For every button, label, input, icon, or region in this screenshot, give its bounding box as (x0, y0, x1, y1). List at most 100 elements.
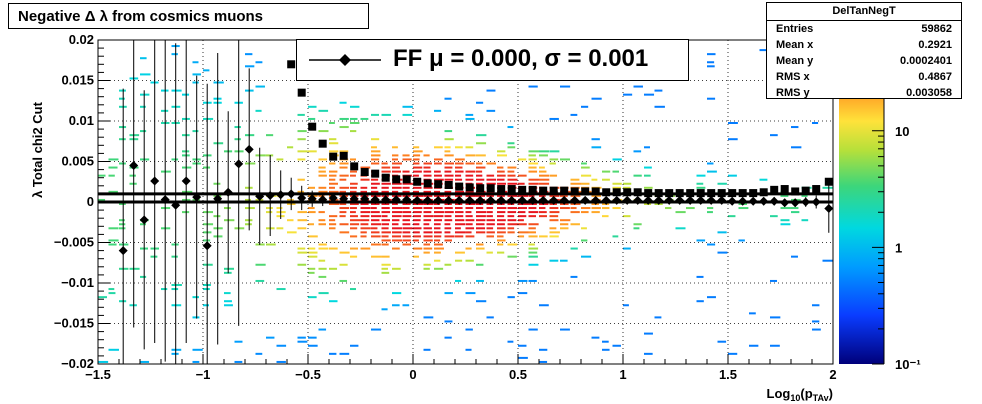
heatmap-cell (360, 117, 369, 120)
heatmap-cell (623, 215, 631, 218)
heatmap-cell (297, 247, 306, 250)
stats-row: Entries 59862 (767, 21, 961, 37)
heatmap-cell (339, 207, 350, 210)
heatmap-cell (465, 117, 475, 120)
heatmap-cell (539, 174, 550, 177)
mean-marker (801, 197, 811, 207)
heatmap-cell (318, 223, 326, 226)
heatmap-cell (392, 146, 398, 149)
heatmap-cell (119, 219, 125, 222)
heatmap-cell (423, 215, 434, 218)
heatmap-cell (266, 154, 274, 157)
rms-marker (434, 180, 443, 189)
heatmap-cell (171, 284, 182, 286)
heatmap-cell (528, 170, 538, 173)
heatmap-cell (455, 279, 462, 282)
heatmap-cell (402, 182, 413, 185)
heatmap-cell (413, 231, 420, 234)
heatmap-cell (675, 227, 686, 230)
stats-value: 59862 (921, 23, 952, 35)
stats-row: Mean y 0.0002401 (767, 53, 961, 69)
mean-marker (824, 203, 834, 213)
heatmap-cell (528, 243, 535, 246)
heatmap-cell (423, 162, 432, 165)
heatmap-cell (339, 126, 349, 129)
heatmap-cell (371, 146, 377, 149)
heatmap-cell (308, 336, 317, 339)
heatmap-cell (581, 162, 587, 165)
heatmap-cell (119, 138, 126, 141)
heatmap-cell (392, 227, 402, 230)
mean-marker (444, 195, 454, 205)
heatmap-cell (486, 231, 495, 234)
heatmap-cell (507, 219, 517, 222)
heatmap-cell (686, 207, 695, 210)
heatmap-cell (591, 211, 600, 214)
mean-marker (150, 176, 160, 186)
rms-marker (350, 162, 359, 171)
heatmap-cell (381, 207, 390, 210)
heatmap-cell (465, 219, 475, 222)
x-tick-label: 2 (829, 367, 836, 382)
heatmap-cell (213, 215, 221, 218)
heatmap-cell (423, 154, 430, 157)
heatmap-cell (381, 113, 392, 116)
heatmap-cell (570, 247, 578, 250)
heatmap-cell (360, 190, 368, 193)
heatmap-cell (308, 117, 316, 120)
heatmap-cell (570, 182, 581, 185)
heatmap-cell (476, 219, 486, 222)
heatmap-cell (434, 190, 441, 193)
heatmap-cell (108, 227, 119, 230)
heatmap-cell (392, 215, 402, 218)
heatmap-cell (392, 219, 400, 222)
heatmap-cell (129, 267, 140, 270)
heatmap-cell (455, 170, 464, 173)
heatmap-cell (287, 146, 294, 149)
rms-marker (749, 189, 758, 198)
heatmap-cell (644, 146, 650, 149)
heatmap-cell (266, 243, 276, 246)
heatmap-cell (402, 211, 412, 214)
heatmap-cell (339, 166, 348, 169)
heatmap-cell (392, 292, 402, 295)
heatmap-cell (507, 178, 518, 181)
heatmap-cell (581, 207, 591, 210)
heatmap-cell (581, 166, 590, 169)
heatmap-cell (455, 251, 465, 254)
heatmap-cell (318, 174, 327, 177)
mean-marker (559, 195, 569, 205)
heatmap-cell (360, 178, 370, 181)
rms-marker (728, 189, 737, 198)
heatmap-cell (696, 239, 706, 242)
heatmap-cell (276, 158, 284, 161)
heatmap-cell (402, 207, 410, 210)
heatmap-cell (413, 186, 422, 189)
heatmap-cell (455, 178, 463, 181)
stats-label: Mean x (776, 39, 814, 51)
heatmap-cell (318, 158, 328, 161)
heatmap-cell (192, 73, 202, 76)
mean-marker (612, 195, 622, 205)
legend-text: FF μ = 0.000, σ = 0.001 (393, 45, 649, 72)
rms-marker (497, 185, 506, 194)
heatmap-cell (402, 215, 412, 218)
heatmap-cell (570, 211, 580, 214)
heatmap-cell (392, 182, 402, 185)
heatmap-cell (140, 130, 147, 133)
rms-marker (717, 189, 726, 198)
heatmap-cell (507, 182, 518, 185)
heatmap-cell (329, 170, 338, 173)
heatmap-cell (591, 207, 601, 210)
heatmap-cell (392, 207, 403, 210)
heatmap-cell (560, 207, 570, 210)
rms-marker (381, 173, 390, 182)
heatmap-cell (497, 235, 504, 238)
heatmap-cell (476, 215, 486, 218)
heatmap-cell (318, 186, 327, 189)
heatmap-cell (528, 162, 539, 165)
heatmap-cell (266, 336, 275, 339)
mean-marker (654, 195, 664, 205)
heatmap-cell (770, 279, 778, 282)
rms-marker (812, 185, 821, 194)
